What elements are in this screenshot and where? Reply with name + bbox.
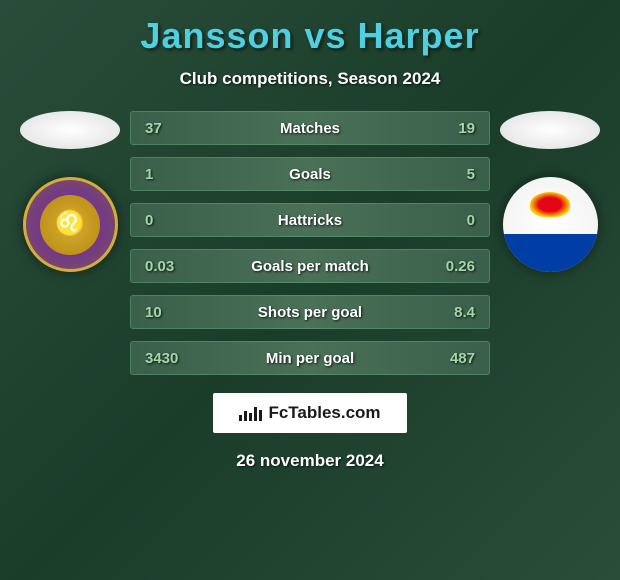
stat-label: Matches bbox=[280, 120, 340, 137]
stat-row: 1 Goals 5 bbox=[130, 157, 490, 191]
page-subtitle: Club competitions, Season 2024 bbox=[180, 69, 441, 89]
left-team-badge: ♌ bbox=[23, 177, 118, 272]
brand-text: FcTables.com bbox=[268, 403, 380, 423]
stat-label: Shots per goal bbox=[258, 304, 362, 321]
stat-left-value: 0.03 bbox=[145, 258, 190, 275]
right-team-badge bbox=[503, 177, 598, 272]
stats-table: 37 Matches 19 1 Goals 5 0 Hattricks 0 0.… bbox=[130, 111, 490, 375]
stat-row: 3430 Min per goal 487 bbox=[130, 341, 490, 375]
stat-right-value: 487 bbox=[430, 350, 475, 367]
stat-label: Min per goal bbox=[266, 350, 354, 367]
stat-label: Hattricks bbox=[278, 212, 342, 229]
stat-left-value: 1 bbox=[145, 166, 190, 183]
stat-row: 0 Hattricks 0 bbox=[130, 203, 490, 237]
stat-right-value: 5 bbox=[430, 166, 475, 183]
content-row: ♌ 37 Matches 19 1 Goals 5 0 Hattricks 0 … bbox=[0, 111, 620, 375]
left-player-avatar-placeholder bbox=[20, 111, 120, 149]
lion-icon: ♌ bbox=[55, 210, 85, 239]
stat-left-value: 10 bbox=[145, 304, 190, 321]
stat-row: 0.03 Goals per match 0.26 bbox=[130, 249, 490, 283]
stat-right-value: 0 bbox=[430, 212, 475, 229]
stat-left-value: 37 bbox=[145, 120, 190, 137]
footer-date: 26 november 2024 bbox=[236, 451, 383, 471]
right-player-avatar-placeholder bbox=[500, 111, 600, 149]
stat-left-value: 0 bbox=[145, 212, 190, 229]
stat-left-value: 3430 bbox=[145, 350, 190, 367]
stat-right-value: 8.4 bbox=[430, 304, 475, 321]
brand-badge[interactable]: FcTables.com bbox=[213, 393, 406, 433]
stat-right-value: 19 bbox=[430, 120, 475, 137]
right-player-column bbox=[490, 111, 610, 272]
stat-right-value: 0.26 bbox=[430, 258, 475, 275]
left-player-column: ♌ bbox=[10, 111, 130, 272]
stat-label: Goals per match bbox=[251, 258, 369, 275]
stat-row: 37 Matches 19 bbox=[130, 111, 490, 145]
comparison-card: Jansson vs Harper Club competitions, Sea… bbox=[0, 0, 620, 481]
stat-row: 10 Shots per goal 8.4 bbox=[130, 295, 490, 329]
bar-chart-icon bbox=[239, 405, 262, 421]
page-title: Jansson vs Harper bbox=[140, 15, 479, 57]
stat-label: Goals bbox=[289, 166, 331, 183]
